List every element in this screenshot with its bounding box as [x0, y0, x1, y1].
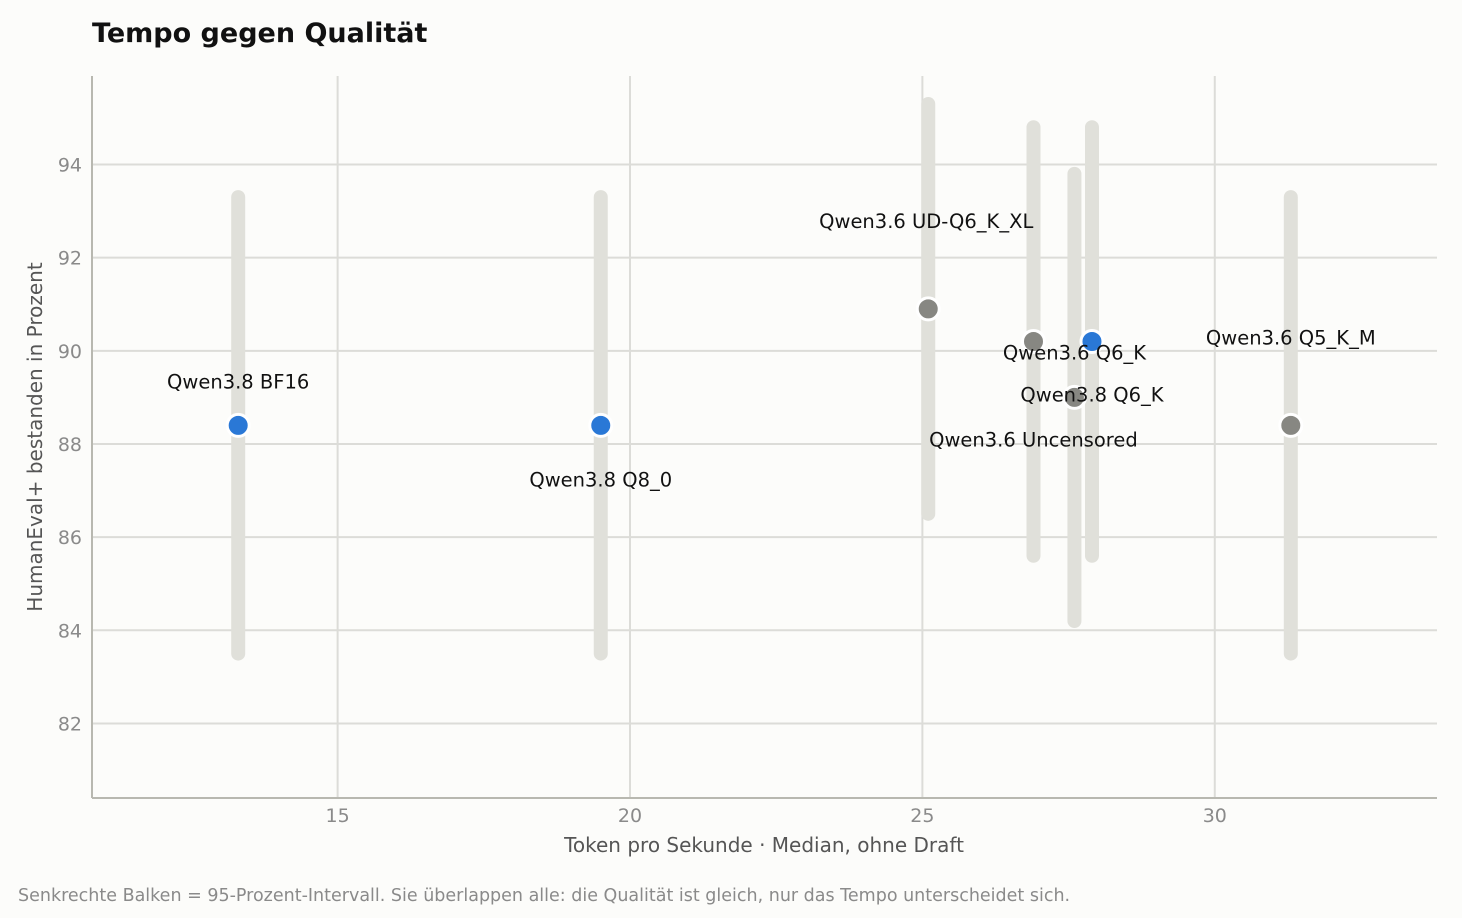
x-tick-label: 25 [910, 805, 934, 827]
point-label: Qwen3.8 Q8_0 [529, 468, 672, 491]
axis-layer: 82 84 86 88 90 92 94 15 20 25 30 [58, 76, 1437, 827]
point-label: Qwen3.6 Q6_K [1003, 342, 1147, 365]
data-point [588, 412, 614, 438]
y-tick-label: 90 [58, 341, 82, 363]
y-tick-label: 94 [58, 155, 82, 177]
point-layer [225, 296, 1304, 438]
point-label: Qwen3.6 Q5_K_M [1206, 326, 1376, 349]
x-tick-label: 15 [326, 805, 350, 827]
point-label: Qwen3.8 BF16 [167, 370, 309, 393]
interval-layer [231, 96, 1298, 661]
data-point [1079, 329, 1105, 355]
y-tick-label: 86 [58, 527, 82, 549]
data-point [1021, 329, 1046, 355]
footnote: Senkrechte Balken = 95-Prozent-Intervall… [18, 886, 1071, 906]
data-point [1061, 384, 1087, 410]
y-tick-label: 82 [58, 713, 82, 735]
point-label: Qwen3.6 UD-Q6_K_XL [819, 210, 1033, 233]
point-label: Qwen3.6 Uncensored [929, 428, 1138, 451]
y-tick-label: 92 [58, 248, 82, 270]
x-axis-title: Token pro Sekunde · Median, ohne Draft [563, 833, 964, 857]
x-tick-label: 30 [1203, 805, 1227, 827]
point-label: Qwen3.8 Q6_K [1020, 384, 1164, 407]
x-tick-label: 20 [618, 805, 642, 827]
label-layer: Qwen3.8 BF16 Qwen3.8 Q8_0 Qwen3.6 UD-Q6_K_… [167, 210, 1376, 491]
data-point [915, 296, 941, 322]
y-tick-label: 84 [58, 620, 82, 642]
y-tick-label: 88 [58, 434, 82, 456]
grid-layer [92, 76, 1437, 798]
data-point [225, 412, 251, 438]
chart-title: Tempo gegen Qualität [92, 18, 428, 49]
y-axis-title: HumanEval+ bestanden in Prozent [23, 262, 47, 612]
data-point [1278, 412, 1304, 438]
